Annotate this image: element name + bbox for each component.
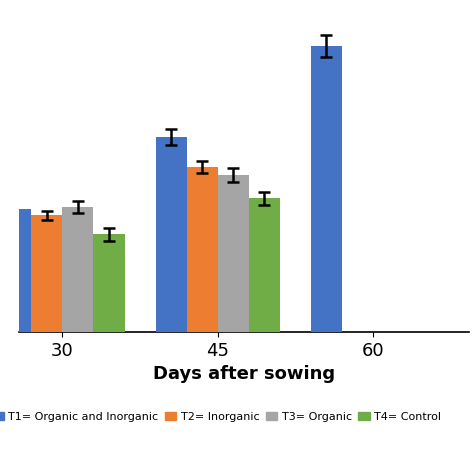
Bar [218, 175, 249, 332]
Bar [249, 199, 280, 332]
Bar [63, 207, 93, 332]
Legend: T1= Organic and Inorganic, T2= Inorganic, T3= Organic, T4= Control: T1= Organic and Inorganic, T2= Inorganic… [0, 407, 446, 426]
Bar [93, 235, 125, 332]
Bar [31, 215, 63, 332]
X-axis label: Days after sowing: Days after sowing [153, 365, 335, 383]
Bar [0, 209, 31, 332]
Bar [155, 137, 187, 332]
Bar [311, 46, 342, 332]
Bar [187, 167, 218, 332]
